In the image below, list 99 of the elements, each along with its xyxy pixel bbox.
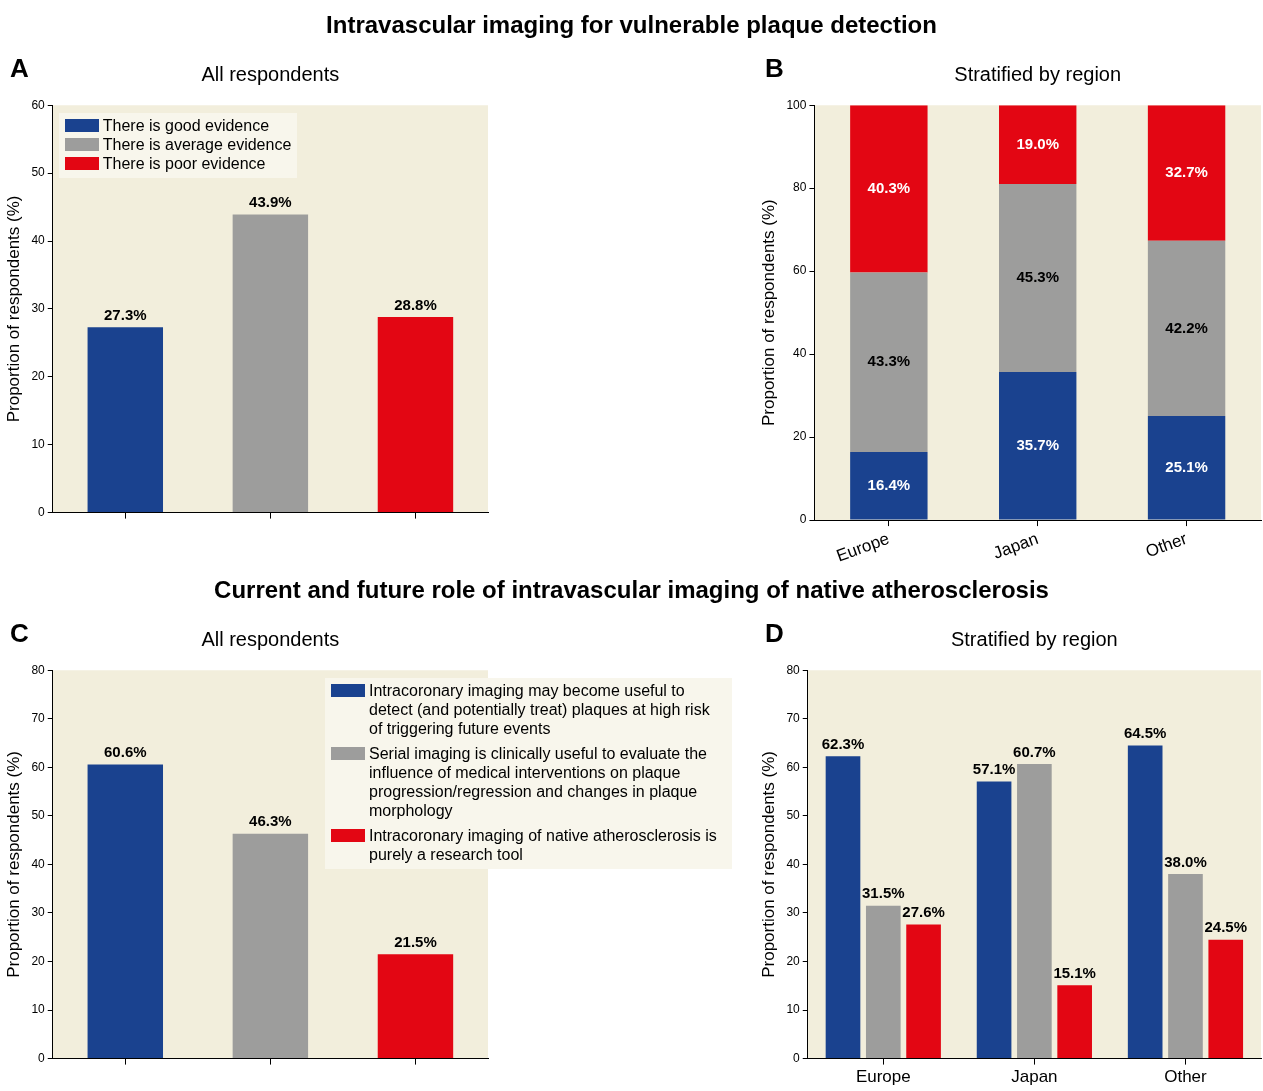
bar (1147, 240, 1226, 416)
y-tick-label: 0 (38, 1050, 46, 1065)
data-label: 31.5% (862, 884, 905, 902)
text: B (765, 53, 784, 84)
bar (1127, 745, 1163, 1059)
bar (1168, 874, 1203, 1059)
data-label: 32.7% (1165, 163, 1208, 181)
legend-label: There is good evidence (102, 116, 270, 136)
bar (976, 781, 1012, 1059)
data-label: 16.4% (867, 475, 911, 493)
legend-label: Intracoronary imaging may become useful to detect (and potentially treat) plaques at high risk of triggering future events (369, 681, 711, 739)
y-tick-label: 40 (793, 346, 807, 361)
data-label: 27.3% (104, 305, 147, 323)
y-tick-label: 60 (31, 97, 46, 112)
y-tick-label: 30 (786, 905, 801, 920)
text: A (10, 53, 29, 84)
y-tick-label: 80 (31, 662, 46, 677)
bar (850, 272, 928, 453)
bar (1147, 105, 1226, 241)
data-label: 28.8% (394, 295, 437, 313)
data-label: 62.3% (821, 734, 865, 752)
y-tick-label: 80 (793, 180, 807, 195)
y-tick-label: 50 (786, 808, 801, 823)
text: Current and future role of intravascular imaging of native atherosclerosis (213, 576, 1050, 604)
legend-label: There is average evidence (102, 135, 292, 155)
chart-subtitle: Stratified by region (953, 63, 1123, 86)
data-label: 24.5% (1204, 918, 1248, 936)
y-tick-label: 50 (31, 165, 46, 180)
data-label: 25.1% (1165, 457, 1208, 475)
x-tick-label: Europe (855, 1067, 911, 1087)
text: C (10, 618, 29, 649)
data-label: 27.6% (902, 903, 945, 921)
y-tick-label: 50 (31, 808, 46, 823)
legend-label: Intracoronary imaging of native atherosclerosis is purely a research tool (369, 826, 718, 865)
bar (850, 452, 928, 520)
y-tick-label: 40 (786, 856, 801, 871)
y-axis-title: Proportion of respondents (%) (758, 199, 778, 427)
y-tick-label: 60 (31, 759, 46, 774)
data-label: 46.3% (249, 812, 292, 830)
bar (906, 924, 941, 1059)
bar (865, 905, 901, 1059)
y-axis-title: Proportion of respondents (%) (3, 195, 23, 423)
y-axis-title: Proportion of respondents (%) (3, 751, 23, 978)
x-tick-label: Japan (1011, 1067, 1058, 1087)
y-tick-label: 60 (786, 759, 801, 774)
y-tick-label: 70 (786, 711, 801, 726)
text: D (765, 618, 784, 649)
y-tick-label: 10 (31, 437, 46, 452)
y-tick-label: 20 (786, 953, 801, 968)
data-label: 60.7% (1013, 742, 1056, 760)
y-tick-label: 40 (31, 233, 46, 248)
chart-subtitle: All respondents (200, 628, 341, 651)
y-tick-label: 0 (799, 512, 807, 527)
data-label: 64.5% (1123, 724, 1167, 742)
data-label: 43.9% (249, 193, 292, 211)
bar (825, 756, 861, 1059)
data-label: 38.0% (1164, 852, 1207, 870)
legend-label: Serial imaging is clinically useful to evaluate the influence of medical interventions on plaque progression/regression and changes in plaque morphology (369, 744, 708, 821)
y-tick-label: 0 (793, 1050, 801, 1065)
y-tick-label: 80 (786, 662, 801, 677)
y-tick-label: 40 (31, 856, 46, 871)
bar (1147, 415, 1226, 520)
y-tick-label: 20 (31, 369, 46, 384)
bar (999, 184, 1077, 372)
y-tick-label: 20 (31, 953, 46, 968)
bar (1208, 939, 1244, 1059)
data-label: 42.2% (1165, 318, 1208, 336)
data-label: 57.1% (972, 760, 1016, 778)
bar (999, 105, 1077, 185)
y-axis-title: Proportion of respondents (%) (758, 751, 778, 978)
bar (999, 371, 1077, 520)
y-tick-label: 0 (38, 504, 46, 519)
y-tick-label: 70 (31, 711, 46, 726)
y-tick-label: 30 (31, 301, 46, 316)
chart-subtitle: Stratified by region (949, 628, 1119, 651)
data-label: 40.3% (867, 178, 911, 196)
data-label: 19.0% (1016, 134, 1059, 152)
text: Intravascular imaging for vulnerable plaque detection (325, 11, 938, 39)
bar (1017, 763, 1052, 1059)
x-tick-label: Other (1143, 528, 1190, 562)
bar (850, 105, 928, 273)
data-label: 43.3% (867, 352, 911, 370)
legend-label: There is poor evidence (102, 154, 266, 174)
chart-subtitle: All respondents (200, 63, 341, 86)
bar (1057, 985, 1092, 1059)
x-tick-label: Other (1164, 1067, 1208, 1087)
y-tick-label: 100 (786, 97, 807, 112)
y-tick-label: 30 (31, 905, 46, 920)
y-tick-label: 20 (793, 429, 807, 444)
data-label: 21.5% (394, 932, 437, 950)
data-label: 45.3% (1016, 268, 1059, 286)
y-tick-label: 10 (31, 1002, 46, 1017)
x-tick-label: Europe (833, 528, 892, 566)
y-tick-label: 10 (786, 1002, 801, 1017)
data-label: 15.1% (1053, 963, 1096, 981)
y-tick-label: 60 (793, 263, 807, 278)
data-label: 60.6% (104, 743, 147, 761)
x-tick-label: Japan (990, 528, 1041, 563)
data-label: 35.7% (1016, 435, 1059, 453)
